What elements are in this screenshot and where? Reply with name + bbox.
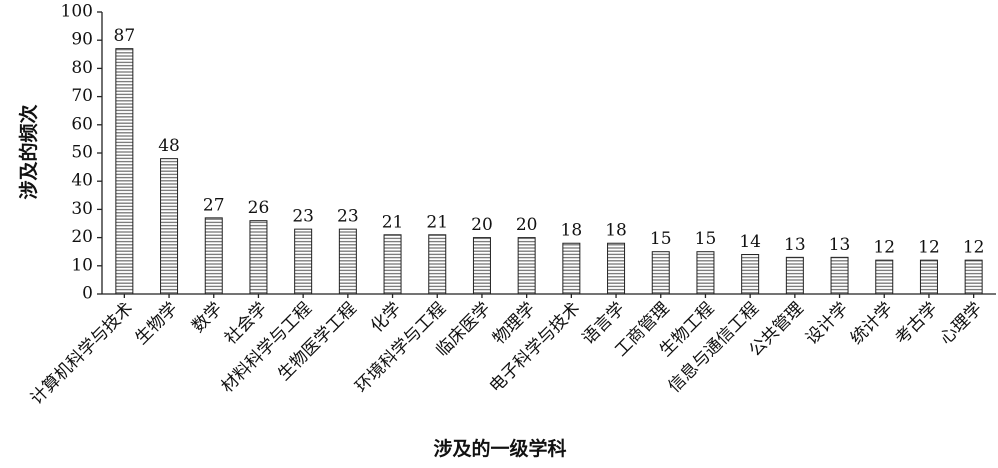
data-label: 20 <box>471 215 493 235</box>
data-label: 20 <box>516 215 538 235</box>
bar <box>741 254 760 295</box>
y-tick-label: 90 <box>71 30 93 50</box>
data-label: 23 <box>337 207 359 227</box>
y-tick-label: 70 <box>71 86 93 106</box>
x-tick-label: 考古学 <box>891 299 941 349</box>
bar <box>919 259 938 295</box>
data-label: 12 <box>918 238 940 258</box>
x-tick-label: 统计学 <box>847 299 897 349</box>
y-tick-label: 0 <box>82 284 93 304</box>
bar <box>115 48 134 295</box>
bar <box>785 256 804 295</box>
bar <box>830 256 849 295</box>
data-label: 26 <box>248 198 270 218</box>
y-tick-label: 60 <box>71 114 93 134</box>
data-label: 14 <box>739 232 761 252</box>
x-tick-label: 心理学 <box>936 299 986 349</box>
data-label: 15 <box>650 229 672 249</box>
bar <box>964 259 983 295</box>
data-label: 27 <box>203 195 225 215</box>
data-label: 18 <box>561 221 583 241</box>
bar <box>562 242 581 295</box>
bar <box>607 242 626 295</box>
data-label: 18 <box>605 221 627 241</box>
x-tick-label: 计算机科学与技术 <box>27 299 137 409</box>
bar <box>204 217 223 295</box>
x-tick-label: 化学 <box>367 299 405 337</box>
bar <box>651 251 670 295</box>
bar <box>875 259 894 295</box>
data-label: 13 <box>829 235 851 255</box>
data-label: 87 <box>114 26 136 46</box>
bar <box>249 220 268 295</box>
bar <box>517 237 536 295</box>
data-label: 15 <box>695 229 717 249</box>
x-axis-label: 涉及的一级学科 <box>433 437 566 460</box>
bar <box>428 234 447 295</box>
y-tick-label: 80 <box>71 58 93 78</box>
data-label: 21 <box>426 212 448 232</box>
data-label: 21 <box>382 212 404 232</box>
y-axis-label: 涉及的频次 <box>17 104 40 199</box>
x-tick-label: 数学 <box>188 299 226 337</box>
y-tick-label: 20 <box>71 227 93 247</box>
bar <box>696 251 715 295</box>
x-tick-label: 生物医学工程 <box>274 299 360 385</box>
y-tick-label: 30 <box>71 199 93 219</box>
data-label: 23 <box>292 207 314 227</box>
data-label: 12 <box>873 238 895 258</box>
y-tick-label: 100 <box>61 2 93 22</box>
x-tick-label: 生物学 <box>132 299 182 349</box>
bar <box>338 228 357 295</box>
y-tick-label: 10 <box>71 255 93 275</box>
bar <box>160 158 179 295</box>
x-tick-label: 设计学 <box>802 299 852 349</box>
data-label: 12 <box>963 238 985 258</box>
bar <box>294 228 313 295</box>
data-label: 48 <box>158 136 180 156</box>
bar <box>472 237 491 295</box>
y-tick-label: 40 <box>71 171 93 191</box>
bar <box>383 234 402 295</box>
y-tick-label: 50 <box>71 143 93 163</box>
data-label: 13 <box>784 235 806 255</box>
